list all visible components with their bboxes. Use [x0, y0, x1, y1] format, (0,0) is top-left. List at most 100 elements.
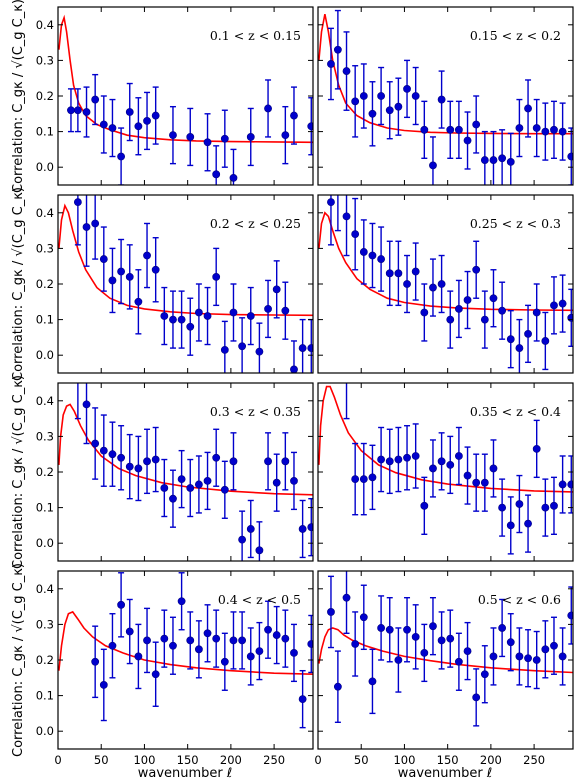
data-point: [558, 652, 567, 661]
ytick-label: 0.4: [36, 206, 54, 220]
data-point: [558, 299, 567, 308]
data-point: [73, 106, 82, 115]
ytick-label: 0.2: [36, 653, 54, 667]
data-point: [307, 122, 313, 131]
data-point: [143, 117, 151, 125]
data-point: [437, 95, 446, 104]
data-point: [246, 312, 255, 320]
data-point: [394, 455, 403, 464]
data-point: [463, 136, 472, 145]
data-point: [272, 285, 281, 294]
data-point: [368, 251, 377, 260]
redshift-label: 0.3 < z < 0.35: [210, 404, 301, 419]
data-point: [108, 276, 117, 285]
data-point: [108, 641, 117, 650]
data-point: [169, 494, 177, 503]
plot-area: [58, 14, 313, 185]
data-point: [524, 654, 532, 663]
data-point: [351, 475, 360, 484]
data-point: [229, 173, 238, 182]
data-point: [229, 636, 238, 645]
data-point: [368, 677, 377, 686]
data-point: [359, 475, 368, 484]
data-point: [151, 455, 160, 464]
data-point: [394, 102, 403, 111]
data-point: [186, 322, 195, 331]
data-point: [446, 634, 455, 643]
redshift-label: 0.25 < z < 0.3: [470, 216, 561, 231]
data-point: [489, 652, 498, 661]
panel-3: 0.0 0.1 0.2 0.3 0.4 0.2 < z < 0.25 Correlation…: [11, 187, 314, 381]
xlabel-left: wavenumber ℓ: [138, 766, 233, 781]
data-point: [246, 133, 255, 141]
data-point: [151, 670, 160, 679]
data-point: [403, 453, 411, 462]
data-point: [454, 452, 463, 460]
data-point: [489, 294, 498, 303]
redshift-label: 0.35 < z < 0.4: [470, 404, 561, 419]
data-point: [506, 521, 515, 530]
data-point: [550, 641, 558, 650]
data-point: [394, 269, 403, 278]
data-point: [125, 108, 134, 116]
data-point: [281, 306, 290, 315]
data-point: [134, 652, 143, 661]
data-point: [368, 473, 377, 482]
ytick-label: 0.0: [36, 160, 54, 174]
plot-area: [318, 9, 573, 185]
data-point: [463, 471, 472, 480]
data-point: [359, 613, 368, 622]
data-point: [117, 152, 126, 161]
panel-2: 0.15 < z < 0.2: [317, 6, 574, 186]
data-point: [99, 255, 108, 263]
panel-1: 0.0 0.1 0.2 0.3 0.4 0.1 < z < 0.15 Correlation…: [11, 0, 314, 193]
data-point: [177, 475, 186, 484]
data-point: [290, 476, 298, 485]
data-point: [550, 501, 558, 510]
ylabel: Correlation: C_gκ / √(C_g C_κ): [11, 375, 26, 569]
redshift-label: 0.5 < z < 0.6: [478, 592, 561, 607]
data-point: [143, 636, 151, 645]
data-point: [108, 124, 117, 132]
data-point: [246, 652, 255, 661]
data-point: [351, 230, 360, 239]
xtick-label: 100: [393, 753, 415, 767]
data-point: [229, 457, 238, 466]
ylabel: Correlation: C_gκ / √(C_g C_κ): [11, 0, 26, 193]
data-point: [298, 695, 307, 704]
redshift-label: 0.1 < z < 0.15: [210, 28, 301, 43]
data-point: [333, 45, 342, 54]
data-point: [550, 301, 558, 310]
data-point: [437, 636, 446, 645]
ytick-label: 0.0: [36, 536, 54, 550]
data-point: [290, 648, 298, 657]
data-point: [220, 345, 229, 354]
data-point: [420, 308, 429, 317]
data-point: [541, 127, 550, 136]
model-curve: [58, 610, 313, 675]
data-point: [91, 439, 100, 448]
xtick-label: 200: [480, 753, 502, 767]
data-point: [411, 92, 420, 100]
data-point: [143, 251, 151, 260]
plot-area: [58, 383, 313, 561]
model-curve: [318, 627, 573, 674]
data-point: [567, 152, 573, 161]
data-point: [532, 656, 541, 664]
data-point: [515, 124, 524, 132]
data-point: [480, 315, 489, 324]
data-point: [558, 127, 567, 136]
ytick-label: 0.3: [36, 53, 54, 67]
redshift-label: 0.2 < z < 0.25: [210, 216, 301, 231]
data-point: [264, 625, 272, 634]
xtick-label: 200: [220, 753, 242, 767]
data-point: [498, 306, 507, 315]
ytick-label: 0.1: [36, 125, 54, 139]
data-point: [359, 92, 368, 100]
plot-area: [58, 195, 313, 373]
data-point: [532, 444, 541, 453]
ytick-label: 0.1: [36, 313, 54, 327]
panel-8: 0 50 100 150 200 250 0.5 < z < 0.6: [314, 570, 574, 767]
data-point: [420, 125, 429, 134]
